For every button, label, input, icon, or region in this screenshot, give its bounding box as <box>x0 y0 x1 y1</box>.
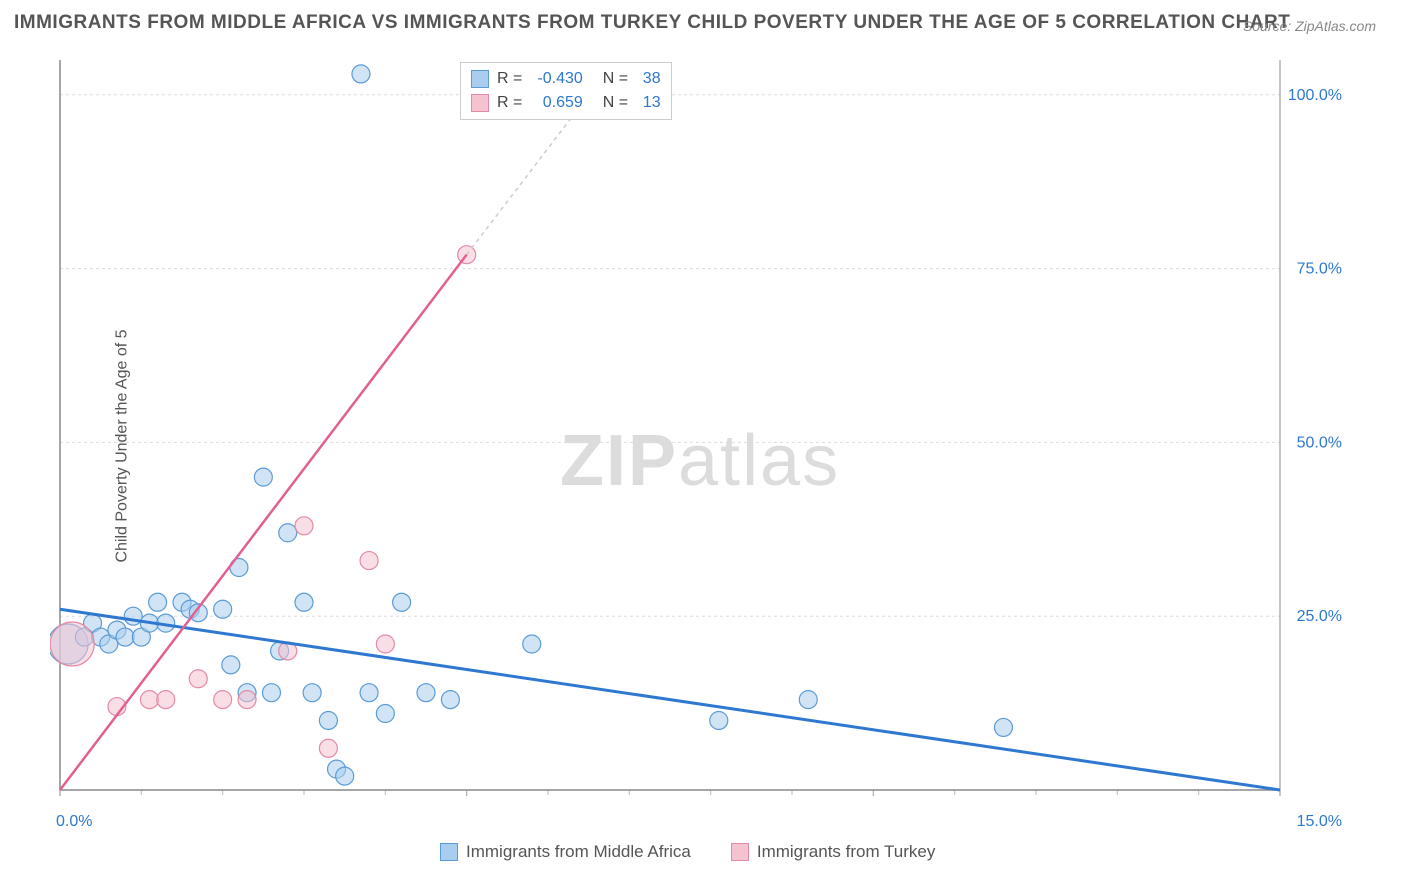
legend-row: R = 0.659 N = 13 <box>471 91 661 115</box>
r-value: 0.659 <box>527 94 583 112</box>
legend-item: Immigrants from Turkey <box>731 842 936 862</box>
r-value: -0.430 <box>527 70 583 88</box>
svg-text:0.0%: 0.0% <box>56 813 92 830</box>
svg-text:50.0%: 50.0% <box>1297 434 1342 451</box>
n-label: N = <box>603 94 628 111</box>
swatch-icon <box>471 70 489 88</box>
correlation-legend: R = -0.430 N = 38 R = 0.659 N = 13 <box>460 62 672 120</box>
svg-text:15.0%: 15.0% <box>1297 813 1342 830</box>
chart-svg: 25.0% 50.0% 75.0% 100.0% 0.0% 15.0% <box>50 60 1350 830</box>
svg-text:25.0%: 25.0% <box>1297 608 1342 625</box>
source-label: Source: ZipAtlas.com <box>1243 18 1376 34</box>
swatch-icon <box>731 843 749 861</box>
chart-title: IMMIGRANTS FROM MIDDLE AFRICA VS IMMIGRA… <box>14 12 1290 34</box>
series-legend: Immigrants from Middle Africa Immigrants… <box>440 842 935 862</box>
r-label: R = <box>497 94 522 111</box>
svg-text:100.0%: 100.0% <box>1288 87 1342 104</box>
plot-area: 25.0%50.0%75.0%100.0%0.0%15.0% ZIPatlas … <box>50 60 1350 830</box>
r-label: R = <box>497 70 522 87</box>
swatch-icon <box>440 843 458 861</box>
legend-item: Immigrants from Middle Africa <box>440 842 691 862</box>
legend-label: Immigrants from Middle Africa <box>466 842 691 862</box>
svg-text:75.0%: 75.0% <box>1297 261 1342 278</box>
n-value: 13 <box>633 94 661 112</box>
n-value: 38 <box>633 70 661 88</box>
n-label: N = <box>603 70 628 87</box>
legend-label: Immigrants from Turkey <box>757 842 936 862</box>
swatch-icon <box>471 94 489 112</box>
legend-row: R = -0.430 N = 38 <box>471 67 661 91</box>
